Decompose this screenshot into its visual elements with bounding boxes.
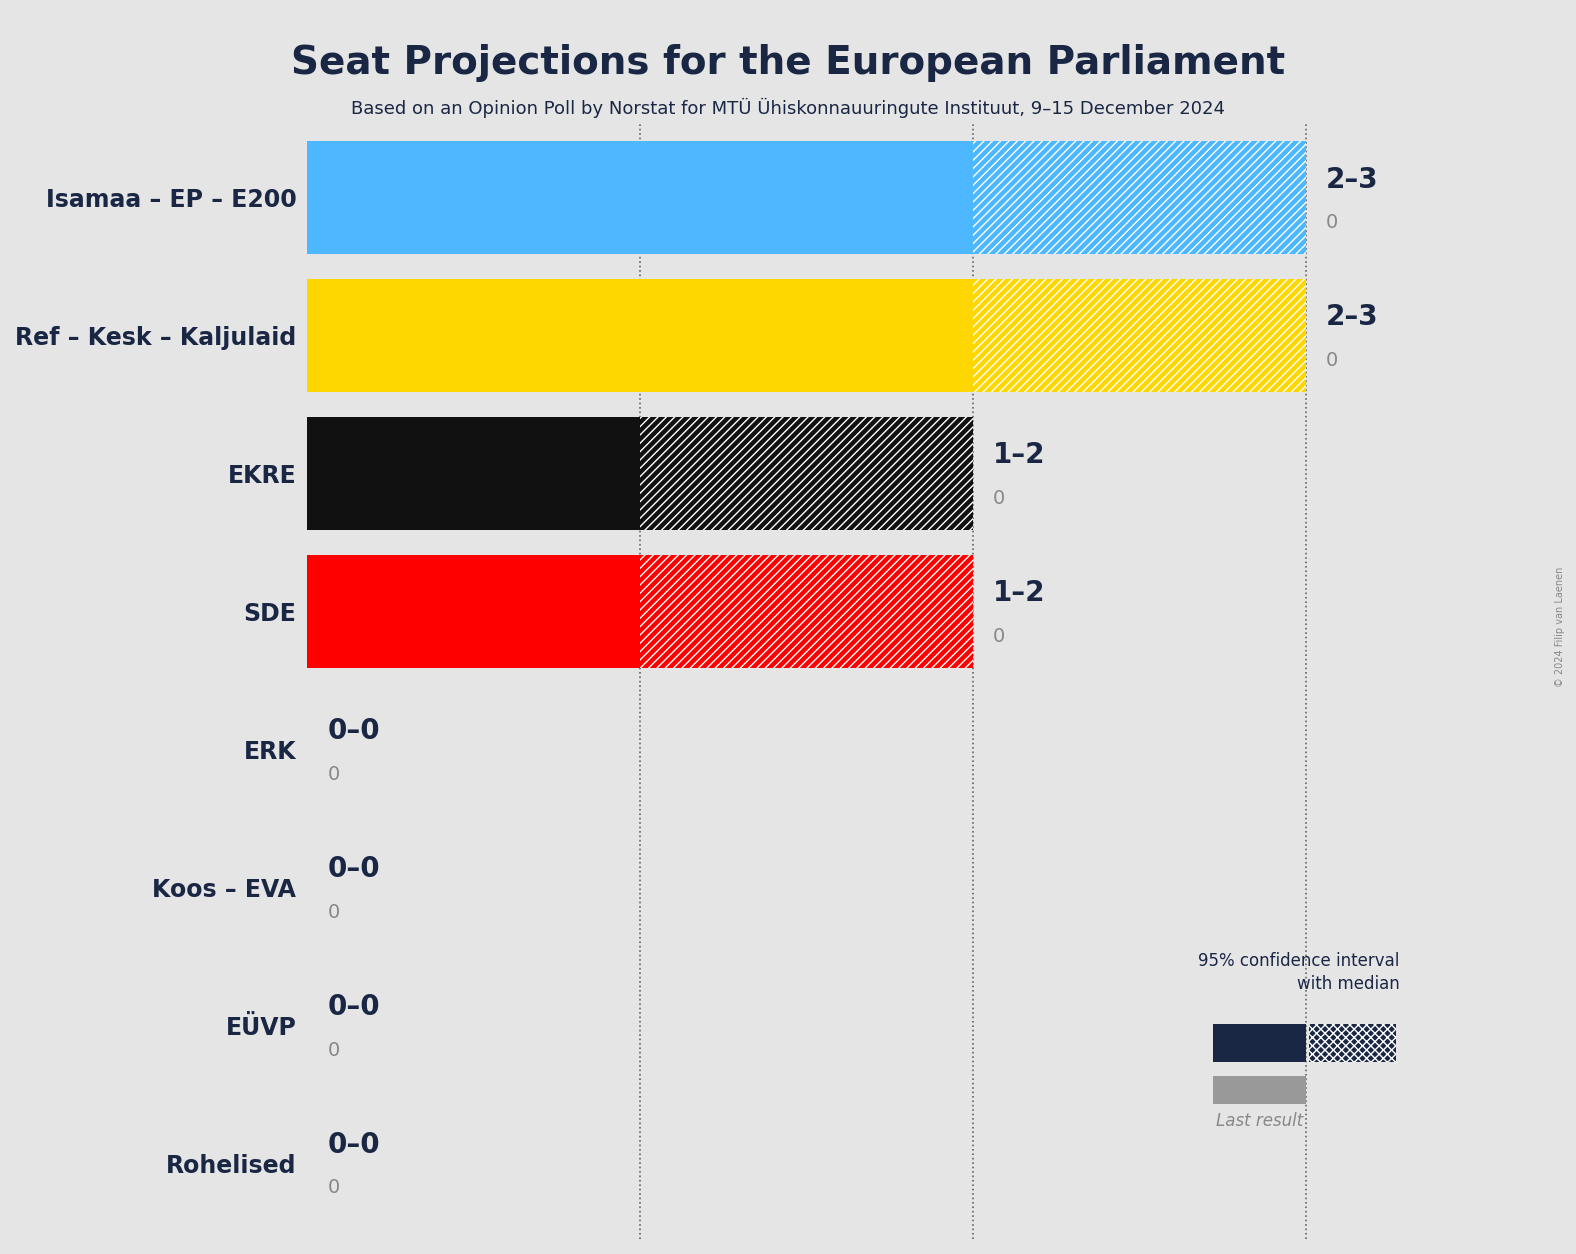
Text: 1–2: 1–2 — [993, 579, 1045, 607]
Bar — [640, 416, 974, 530]
Bar — [307, 278, 974, 393]
Text: 0: 0 — [1325, 351, 1338, 370]
Text: 0–0: 0–0 — [328, 1131, 380, 1159]
Text: 0–0: 0–0 — [328, 717, 380, 745]
Bar — [307, 140, 974, 255]
Text: 0: 0 — [993, 489, 1005, 508]
Bar — [307, 416, 640, 530]
Text: Based on an Opinion Poll by Norstat for MTÜ Ühiskonnauuringute Instituut, 9–15 D: Based on an Opinion Poll by Norstat for … — [351, 98, 1225, 118]
Bar — [1214, 1023, 1307, 1062]
Text: © 2024 Filip van Laenen: © 2024 Filip van Laenen — [1556, 567, 1565, 687]
Text: 95% confidence interval
with median: 95% confidence interval with median — [1198, 952, 1399, 993]
Text: 2–3: 2–3 — [1325, 303, 1379, 331]
Bar — [307, 554, 640, 668]
Text: 0: 0 — [993, 627, 1005, 646]
Text: 0: 0 — [328, 1041, 339, 1060]
Text: 0: 0 — [328, 765, 339, 784]
Text: 1–2: 1–2 — [993, 441, 1045, 469]
Text: 0: 0 — [1325, 213, 1338, 232]
Bar — [974, 278, 1307, 393]
Bar — [640, 554, 974, 668]
Text: 2–3: 2–3 — [1325, 166, 1379, 193]
Text: Last result: Last result — [1215, 1112, 1303, 1130]
Bar — [974, 140, 1307, 255]
Text: 0–0: 0–0 — [328, 993, 380, 1021]
Bar — [1214, 1076, 1307, 1104]
Text: Seat Projections for the European Parliament: Seat Projections for the European Parlia… — [292, 44, 1284, 82]
Bar — [1310, 1023, 1396, 1062]
Text: 0: 0 — [328, 903, 339, 922]
Text: 0–0: 0–0 — [328, 855, 380, 883]
Text: 0: 0 — [328, 1179, 339, 1198]
